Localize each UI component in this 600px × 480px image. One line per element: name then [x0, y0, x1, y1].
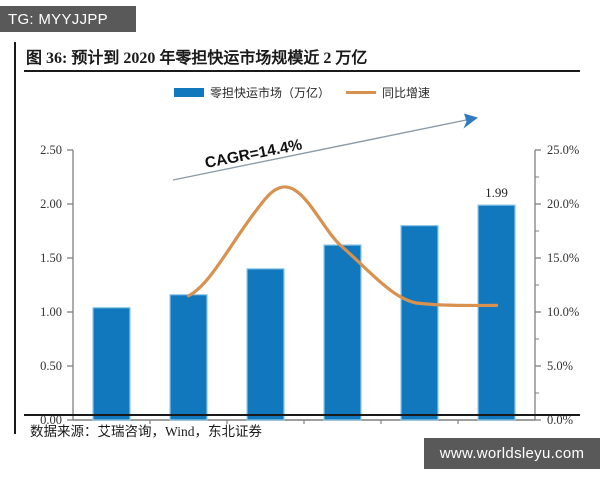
line-series-group	[186, 185, 499, 308]
chart-legend: 零担快运市场（万亿） 同比增速	[16, 84, 588, 101]
bar-series-group	[92, 204, 516, 421]
bar-2017E[interactable]	[246, 268, 285, 421]
bar-2016[interactable]	[169, 294, 208, 421]
cagr-trend-arrow-head-icon	[463, 113, 478, 129]
bar-2020E[interactable]	[477, 204, 516, 421]
y-right-label-0: 0.0%	[547, 413, 573, 424]
figure-source: 数据来源：艾瑞咨询，Wind，东北证券	[30, 424, 262, 439]
y-left-label-5: 2.50	[40, 143, 62, 157]
title-divider	[24, 70, 580, 72]
footer-divider	[24, 414, 580, 416]
y-right-label-2: 10.0%	[547, 305, 579, 319]
y-left-label-4: 2.00	[40, 197, 62, 211]
y-axis-left: 0.00 0.50 1.00 1.50 2.00 2.50	[40, 143, 74, 424]
growth-rate-line[interactable]	[186, 185, 499, 308]
legend-item-line-series: 同比增速	[346, 84, 430, 101]
y-right-label-1: 5.0%	[547, 359, 573, 373]
legend-bar-swatch-icon	[173, 88, 204, 97]
y-right-label-4: 20.0%	[547, 197, 579, 211]
legend-label-line-series: 同比增速	[382, 86, 431, 100]
y-right-label-3: 15.0%	[547, 251, 579, 265]
y-right-label-5: 25.0%	[547, 143, 579, 157]
legend-label-bar-series: 零担快运市场（万亿）	[209, 86, 330, 100]
bar-2019E[interactable]	[400, 224, 439, 421]
y-left-label-3: 1.50	[40, 251, 62, 265]
chart-svg: 0.00 0.50 1.00 1.50 2.00 2.50	[16, 104, 588, 424]
watermark-bottom-right: www.worldsleyu.com	[424, 438, 600, 469]
bar-2015[interactable]	[92, 307, 131, 421]
figure-container: 图 36: 预计到 2020 年零担快运市场规模近 2 万亿 零担快运市场（万亿…	[14, 42, 588, 439]
legend-line-swatch-icon	[346, 91, 376, 94]
bar-2018E[interactable]	[323, 244, 362, 421]
figure-title: 图 36: 预计到 2020 年零担快运市场规模近 2 万亿	[26, 50, 368, 67]
chart-plot-area: 0.00 0.50 1.00 1.50 2.00 2.50	[16, 104, 588, 424]
y-left-label-0: 0.00	[40, 413, 62, 424]
y-left-label-1: 0.50	[40, 359, 62, 373]
cagr-trend-arrow-shaft	[172, 117, 477, 181]
y-left-label-2: 1.00	[40, 305, 62, 319]
bar-value-label-2020E: 1.99	[485, 185, 508, 200]
x-axis: 2015 2016 2017E 2018E 2019E 2020E	[73, 419, 535, 424]
legend-item-bar-series: 零担快运市场（万亿）	[173, 84, 330, 101]
y-axis-right: 0.0% 5.0% 10.0% 15.0% 20.0% 25.0%	[534, 143, 579, 424]
watermark-top-left: TG: MYYJJPP	[0, 6, 136, 32]
